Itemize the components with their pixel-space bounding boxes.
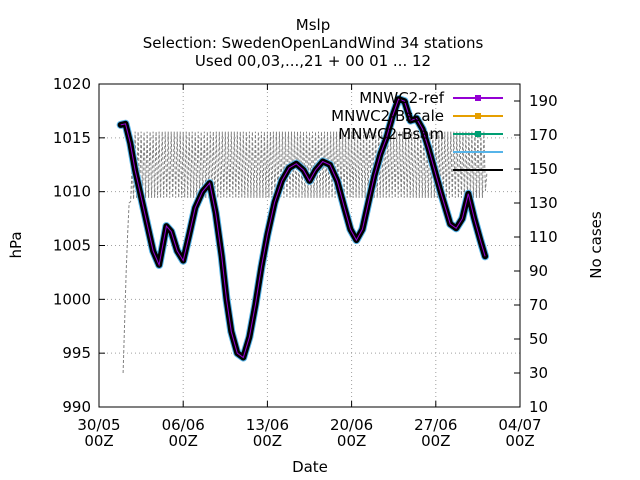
x-tick-label-hour: 00Z — [421, 432, 450, 450]
chart-title-line-1: Mslp — [296, 16, 330, 34]
y2-tick-label: 30 — [529, 364, 548, 382]
chart-title-line-3: Used 00,03,...,21 + 00 01 ... 12 — [195, 52, 431, 70]
y2-tick-label: 90 — [529, 262, 548, 280]
y2-axis-ticks: 10 30 50 70 90 110 130 150 170 190 — [514, 92, 558, 416]
x-tick-label-hour: 00Z — [169, 432, 198, 450]
y2-tick-label: 150 — [529, 160, 558, 178]
y2-tick-label: 170 — [529, 126, 558, 144]
y-tick-label: 1015 — [53, 129, 91, 147]
y2-tick-label: 50 — [529, 330, 548, 348]
x-tick-label-hour: 00Z — [337, 432, 366, 450]
legend-marker-3 — [475, 131, 481, 137]
y-axis-label: hPa — [7, 231, 25, 258]
y-tick-label: 1020 — [53, 75, 91, 93]
legend-label-3: MNWC2-Bsam — [338, 125, 444, 143]
y2-tick-label: 70 — [529, 296, 548, 314]
y-tick-label: 1000 — [53, 290, 91, 308]
y2-tick-label: 190 — [529, 92, 558, 110]
chart-title-line-2: Selection: SwedenOpenLandWind 34 station… — [143, 34, 484, 52]
x-tick-label-hour: 00Z — [84, 432, 113, 450]
x-tick-label-date: 27/06 — [414, 416, 457, 434]
x-tick-label-date: 20/06 — [330, 416, 373, 434]
y2-axis-label: No cases — [587, 211, 605, 279]
series-no-cases-line — [122, 131, 488, 374]
x-tick-label-date: 30/05 — [77, 416, 120, 434]
y-axis-ticks: 990 995 1000 1005 1010 1015 1020 — [53, 75, 105, 416]
y-tick-label: 990 — [62, 398, 91, 416]
y2-tick-label: 130 — [529, 194, 558, 212]
y2-tick-label: 110 — [529, 228, 558, 246]
x-tick-label-date: 04/07 — [498, 416, 541, 434]
x-tick-label-hour: 00Z — [505, 432, 534, 450]
y-tick-label: 1005 — [53, 237, 91, 255]
y-tick-label: 1010 — [53, 183, 91, 201]
legend-marker-2 — [475, 113, 481, 119]
x-tick-label-date: 13/06 — [246, 416, 289, 434]
y2-tick-label: 10 — [529, 398, 548, 416]
x-axis-ticks: 30/0500Z06/0600Z13/0600Z20/0600Z27/0600Z… — [77, 84, 542, 450]
series-layer — [116, 95, 490, 374]
x-axis-label: Date — [292, 458, 328, 476]
y-tick-label: 995 — [62, 344, 91, 362]
legend-label-1: MNWC2-ref — [359, 89, 444, 107]
x-tick-label-hour: 00Z — [253, 432, 282, 450]
legend-label-2: MNWC2-Bscale — [331, 107, 444, 125]
x-tick-label-date: 06/06 — [162, 416, 205, 434]
legend-marker-1 — [475, 95, 481, 101]
series-mnwc2-ref-line — [120, 98, 486, 359]
